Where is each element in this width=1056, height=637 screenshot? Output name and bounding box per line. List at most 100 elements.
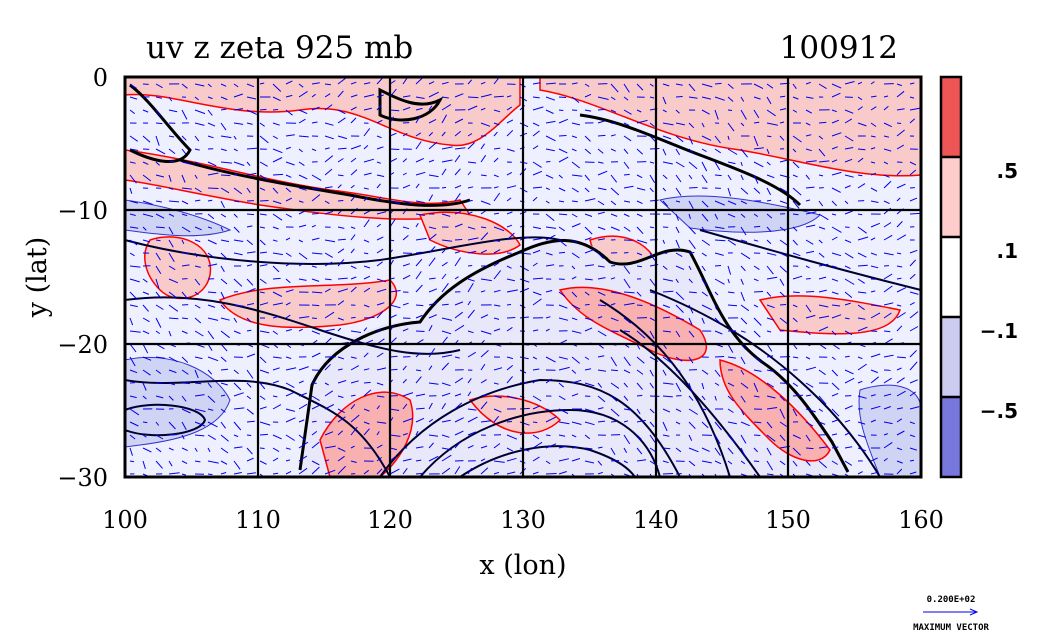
wind-vector — [480, 394, 487, 397]
wind-vector — [259, 122, 265, 127]
wind-vector — [298, 316, 310, 319]
wind-vector — [649, 187, 654, 193]
wind-vector — [155, 148, 166, 155]
wind-vector — [454, 257, 462, 267]
wind-vector — [337, 174, 344, 177]
wind-vector — [701, 200, 709, 208]
wind-vector — [532, 262, 538, 267]
wind-vector — [532, 82, 541, 85]
wind-vector — [610, 303, 616, 306]
wind-vector — [246, 288, 256, 293]
wind-vector — [441, 168, 447, 176]
wind-vector — [779, 304, 787, 306]
wind-vector — [649, 473, 653, 477]
wind-vector — [558, 174, 563, 179]
wind-vector — [467, 226, 476, 230]
wind-vector — [857, 157, 864, 163]
wind-vector — [584, 93, 592, 98]
wind-vector — [259, 226, 265, 229]
wind-vector — [207, 434, 216, 441]
wind-vector — [441, 454, 452, 462]
wind-vector — [662, 96, 667, 105]
wind-vector — [688, 265, 692, 271]
wind-vector — [337, 288, 349, 293]
wind-vector — [441, 186, 447, 189]
wind-vector — [441, 213, 451, 217]
wind-vector — [584, 213, 593, 217]
wind-vector — [181, 356, 189, 363]
wind-vector — [597, 108, 606, 111]
wind-vector — [597, 238, 605, 241]
wind-vector — [246, 317, 252, 323]
wind-vector — [337, 300, 345, 306]
wind-vector — [766, 434, 776, 442]
wind-vector — [584, 356, 590, 360]
wind-vector — [792, 96, 799, 100]
wind-vector — [610, 109, 617, 113]
wind-vector — [792, 329, 798, 332]
wind-vector — [272, 277, 281, 280]
wind-vector — [298, 366, 309, 371]
wind-vector — [506, 119, 514, 124]
wind-vector — [584, 327, 593, 332]
wind-vector — [818, 226, 826, 230]
wind-vector — [272, 315, 279, 319]
wind-vector — [831, 392, 839, 397]
wind-vector — [727, 161, 736, 165]
wind-vector — [454, 324, 465, 332]
wind-vector — [480, 154, 487, 163]
wind-vector — [636, 419, 646, 423]
wind-vector — [168, 317, 179, 320]
wind-vector — [480, 467, 489, 475]
wind-vector — [766, 473, 774, 476]
wind-vector — [727, 291, 735, 294]
wind-vector — [207, 252, 214, 258]
coastline — [579, 113, 802, 207]
wind-vector — [662, 316, 671, 319]
wind-vector — [831, 278, 839, 282]
wind-vector — [441, 114, 448, 124]
wind-vector — [428, 226, 437, 230]
wind-vector — [714, 265, 722, 267]
wind-vector — [389, 148, 400, 150]
wind-vector — [753, 434, 761, 436]
wind-vector — [285, 109, 293, 116]
wind-vector — [779, 421, 787, 427]
wind-vector — [181, 421, 187, 430]
wind-vector — [454, 210, 462, 215]
wind-vector — [428, 91, 439, 98]
wind-vector — [688, 226, 696, 235]
wind-vector — [493, 95, 504, 98]
wind-vector — [623, 265, 631, 274]
wind-vector — [376, 302, 385, 306]
wind-vector — [441, 159, 453, 163]
wind-vector — [714, 239, 726, 242]
wind-vector — [701, 135, 712, 141]
wind-vector — [805, 81, 811, 85]
wind-vector — [441, 382, 451, 387]
wind-vector — [909, 349, 917, 358]
wind-vector — [636, 304, 643, 306]
wind-vector — [506, 471, 516, 475]
wind-vector — [298, 467, 308, 475]
wind-vector — [623, 252, 629, 254]
wind-vector — [740, 265, 746, 272]
wind-vector — [532, 122, 540, 127]
wind-vector — [181, 447, 188, 452]
wind-vector — [272, 148, 283, 154]
wind-vector — [506, 129, 514, 137]
y-axis: 0 −10 −20 −30 y (lat) — [22, 64, 108, 492]
wind-vector — [155, 96, 163, 99]
wind-vector — [701, 382, 705, 390]
wind-vector — [610, 330, 619, 332]
wind-vector — [883, 433, 888, 436]
wind-vector — [740, 382, 749, 389]
wind-vector — [818, 83, 827, 90]
wind-vector — [714, 434, 721, 445]
wind-vector — [753, 161, 764, 168]
wind-vector — [623, 135, 632, 142]
x-tick-label: 160 — [898, 506, 944, 534]
wind-vector — [272, 157, 283, 163]
wind-vector — [246, 472, 256, 475]
wind-vector — [129, 356, 136, 367]
